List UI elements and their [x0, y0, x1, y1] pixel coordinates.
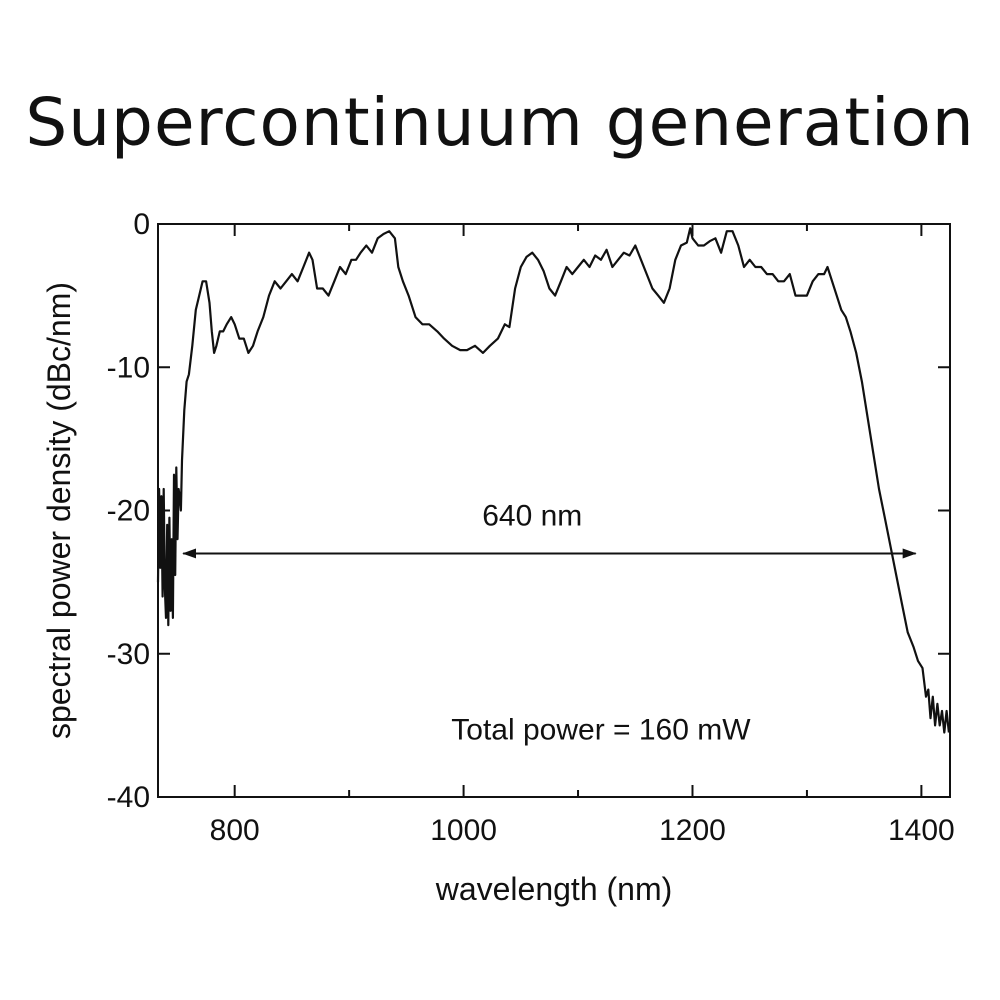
spectrum-line — [156, 227, 950, 734]
x-tick-label: 1400 — [888, 814, 955, 847]
y-tick-label: -40 — [107, 781, 150, 814]
x-tick-label: 1200 — [659, 814, 726, 847]
total-power-annotation: Total power = 160 mW — [451, 714, 751, 747]
chart-title: Supercontinuum generation — [25, 84, 975, 161]
y-tick-label: -10 — [107, 351, 150, 384]
y-tick-label: 0 — [133, 208, 150, 241]
x-tick-label: 800 — [210, 814, 260, 847]
bandwidth-annotation: 640 nm — [482, 500, 582, 533]
x-tick-label: 1000 — [430, 814, 497, 847]
y-tick-label: -20 — [107, 495, 150, 528]
y-axis-label: spectral power density (dBc/nm) — [41, 282, 77, 739]
y-tick-label: -30 — [107, 638, 150, 671]
x-axis-label: wavelength (nm) — [435, 871, 673, 907]
